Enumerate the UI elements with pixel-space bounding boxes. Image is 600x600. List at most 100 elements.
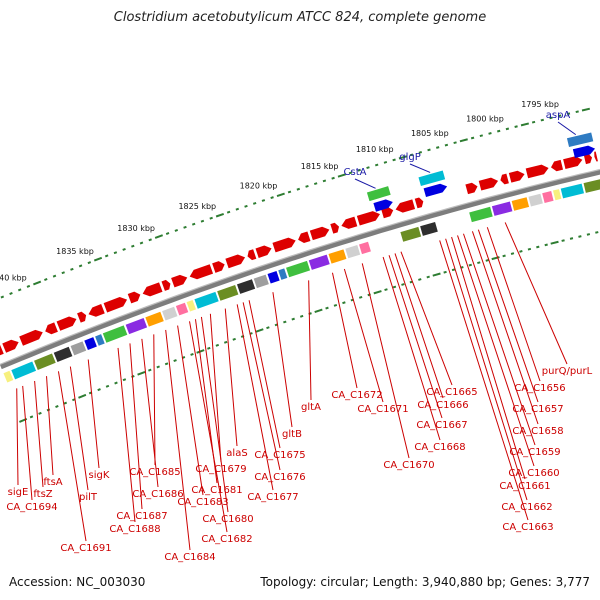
gene-label-bottom: sigK xyxy=(89,470,110,481)
reverse-gene-cog xyxy=(286,260,311,278)
outer-tick xyxy=(276,192,285,197)
reverse-gene-cog xyxy=(345,245,361,259)
inner-tick xyxy=(333,303,338,307)
outer-tick xyxy=(44,278,48,281)
backbone-highlight xyxy=(0,168,600,366)
forward-gene xyxy=(272,237,296,253)
inner-tick xyxy=(384,288,388,291)
bottom-leader xyxy=(189,321,228,533)
inner-tick xyxy=(283,320,287,324)
reverse-gene-cog xyxy=(267,270,280,284)
outer-tick xyxy=(9,292,13,295)
reverse-gene-cog xyxy=(186,299,196,312)
outer-tick xyxy=(113,251,118,255)
inner-tick xyxy=(502,254,506,258)
reverse-gene-cog xyxy=(400,226,422,242)
outer-tick xyxy=(398,155,407,160)
forward-gene xyxy=(551,159,564,172)
outer-tick xyxy=(0,295,5,299)
bottom-leader xyxy=(445,238,528,501)
inner-tick xyxy=(536,245,540,249)
outer-tick xyxy=(505,127,510,131)
bottom-leader xyxy=(451,236,526,480)
bottom-leader xyxy=(153,334,156,466)
outer-tick xyxy=(244,204,248,208)
bottom-leader xyxy=(224,308,238,447)
gene-label-bottom: alaS xyxy=(226,448,247,459)
gene-label-top: aspA xyxy=(546,110,571,121)
glgP-cog-block xyxy=(418,170,446,187)
inner-tick xyxy=(373,290,382,295)
outer-tick xyxy=(520,122,530,127)
inner-tick xyxy=(122,378,127,382)
bottom-leader xyxy=(209,313,222,463)
bottom-leader xyxy=(457,235,535,467)
forward-gene xyxy=(395,199,416,213)
gene-label-bottom: CA_C1677 xyxy=(247,492,298,503)
gene-label-bottom: CA_C1656 xyxy=(514,383,565,394)
gene-label-bottom: CA_C1663 xyxy=(502,522,553,533)
outer-tick xyxy=(17,288,22,292)
bottom-leader xyxy=(57,371,87,542)
forward-gene xyxy=(0,344,4,356)
gene-label-bottom: ftsZ xyxy=(33,489,52,500)
inner-tick xyxy=(148,368,152,372)
forward-gene xyxy=(500,173,509,185)
gene-label-bottom: CA_C1671 xyxy=(357,404,408,415)
inner-tick xyxy=(595,231,599,234)
top-leader xyxy=(354,178,376,189)
forward-gene xyxy=(478,177,499,191)
outer-tick xyxy=(470,136,475,140)
forward-gene xyxy=(563,156,583,169)
inner-tick xyxy=(78,393,87,399)
forward-gene xyxy=(2,339,19,353)
kbp-tick-label: 1800 kbp xyxy=(466,114,504,123)
inner-tick xyxy=(38,411,42,415)
reverse-gene-cog xyxy=(328,249,347,264)
outer-tick xyxy=(104,254,109,258)
inner-tick xyxy=(519,250,523,253)
outer-tick xyxy=(514,125,518,128)
inner-tick xyxy=(527,247,532,251)
reverse-gene-cog xyxy=(420,222,438,236)
reverse-gene-cog xyxy=(528,193,543,207)
inner-tick xyxy=(432,272,441,277)
reverse-gene-cog xyxy=(491,201,513,216)
gene-label-bottom: CA_C1682 xyxy=(201,534,252,545)
bottom-leader xyxy=(129,343,143,510)
gene-label-bottom: CA_C1688 xyxy=(109,524,160,535)
gene-label-bottom: CA_C1691 xyxy=(60,543,111,554)
outer-tick xyxy=(61,271,65,275)
gene-label-bottom: CA_C1661 xyxy=(499,481,550,492)
bottom-leader xyxy=(463,233,536,446)
gene-label-bottom: CA_C1672 xyxy=(331,390,382,401)
outer-tick xyxy=(165,232,170,235)
gene-label-bottom: CA_C1680 xyxy=(202,514,253,525)
outer-tick xyxy=(322,179,327,183)
gene-label-bottom: CA_C1685 xyxy=(129,467,180,478)
bottom-leader xyxy=(194,319,218,484)
outer-tick xyxy=(374,163,379,167)
inner-tick xyxy=(392,285,397,289)
map-title: Clostridium acetobutylicum ATCC 824, com… xyxy=(113,10,487,25)
outer-tick xyxy=(131,244,135,248)
outer-tick xyxy=(183,225,187,229)
outer-tick xyxy=(287,190,292,194)
kbp-tick-label: 1810 kbp xyxy=(356,145,394,154)
inner-tick xyxy=(29,415,34,419)
outer-tick xyxy=(215,212,225,218)
reverse-gene-cog xyxy=(34,353,56,371)
inner-tick xyxy=(418,278,422,281)
forward-gene xyxy=(330,222,340,234)
outer-tick xyxy=(392,158,396,162)
reverse-gene-cog xyxy=(11,361,37,380)
backbone-ring xyxy=(0,169,600,370)
bottom-leader xyxy=(165,329,191,551)
forward-gene xyxy=(298,231,311,244)
forward-gene xyxy=(45,322,58,335)
forward-gene xyxy=(341,216,358,229)
kbp-ticks: 1840 kbp 1835 kbp 1830 kbp 1825 kbp 1820 kbp… xyxy=(0,100,599,423)
outer-tick xyxy=(459,138,468,143)
bottom-leader xyxy=(343,268,384,403)
